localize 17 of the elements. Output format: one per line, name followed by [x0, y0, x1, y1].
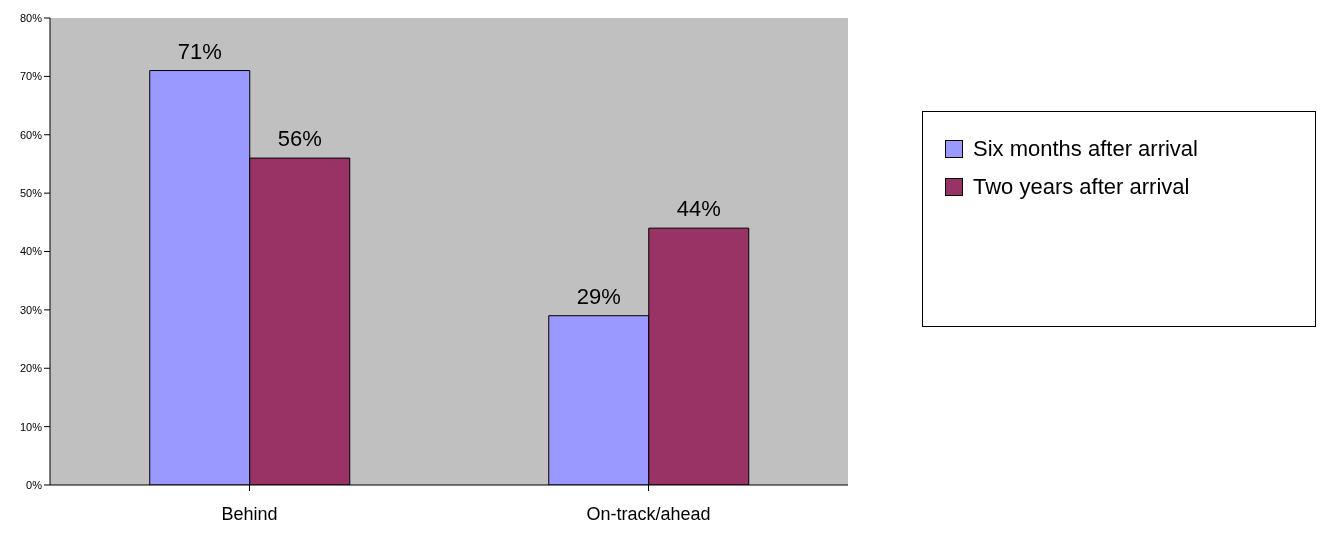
y-tick-label: 60% — [19, 128, 43, 141]
y-tick-label: 30% — [19, 303, 43, 316]
y-tick-label: 10% — [19, 420, 43, 433]
y-tick-label: 70% — [19, 70, 43, 83]
data-label: 56% — [277, 126, 322, 152]
y-tick-label: 40% — [19, 245, 43, 258]
legend-label: Six months after arrival — [973, 136, 1198, 162]
data-label: 71% — [177, 38, 222, 64]
legend-label: Two years after arrival — [973, 174, 1190, 200]
data-label: 44% — [676, 196, 721, 222]
data-label: 29% — [576, 283, 621, 309]
y-tick-label: 50% — [19, 187, 43, 200]
x-tick-label: Behind — [221, 503, 278, 524]
y-tick-label: 20% — [19, 362, 43, 375]
x-tick-label: On-track/ahead — [586, 503, 711, 524]
y-tick-label: 0% — [26, 478, 43, 491]
y-tick-label: 80% — [19, 11, 43, 24]
